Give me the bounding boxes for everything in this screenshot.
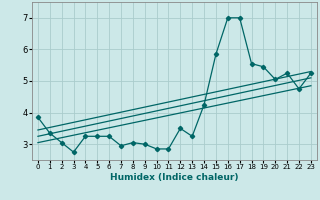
X-axis label: Humidex (Indice chaleur): Humidex (Indice chaleur) [110,173,239,182]
